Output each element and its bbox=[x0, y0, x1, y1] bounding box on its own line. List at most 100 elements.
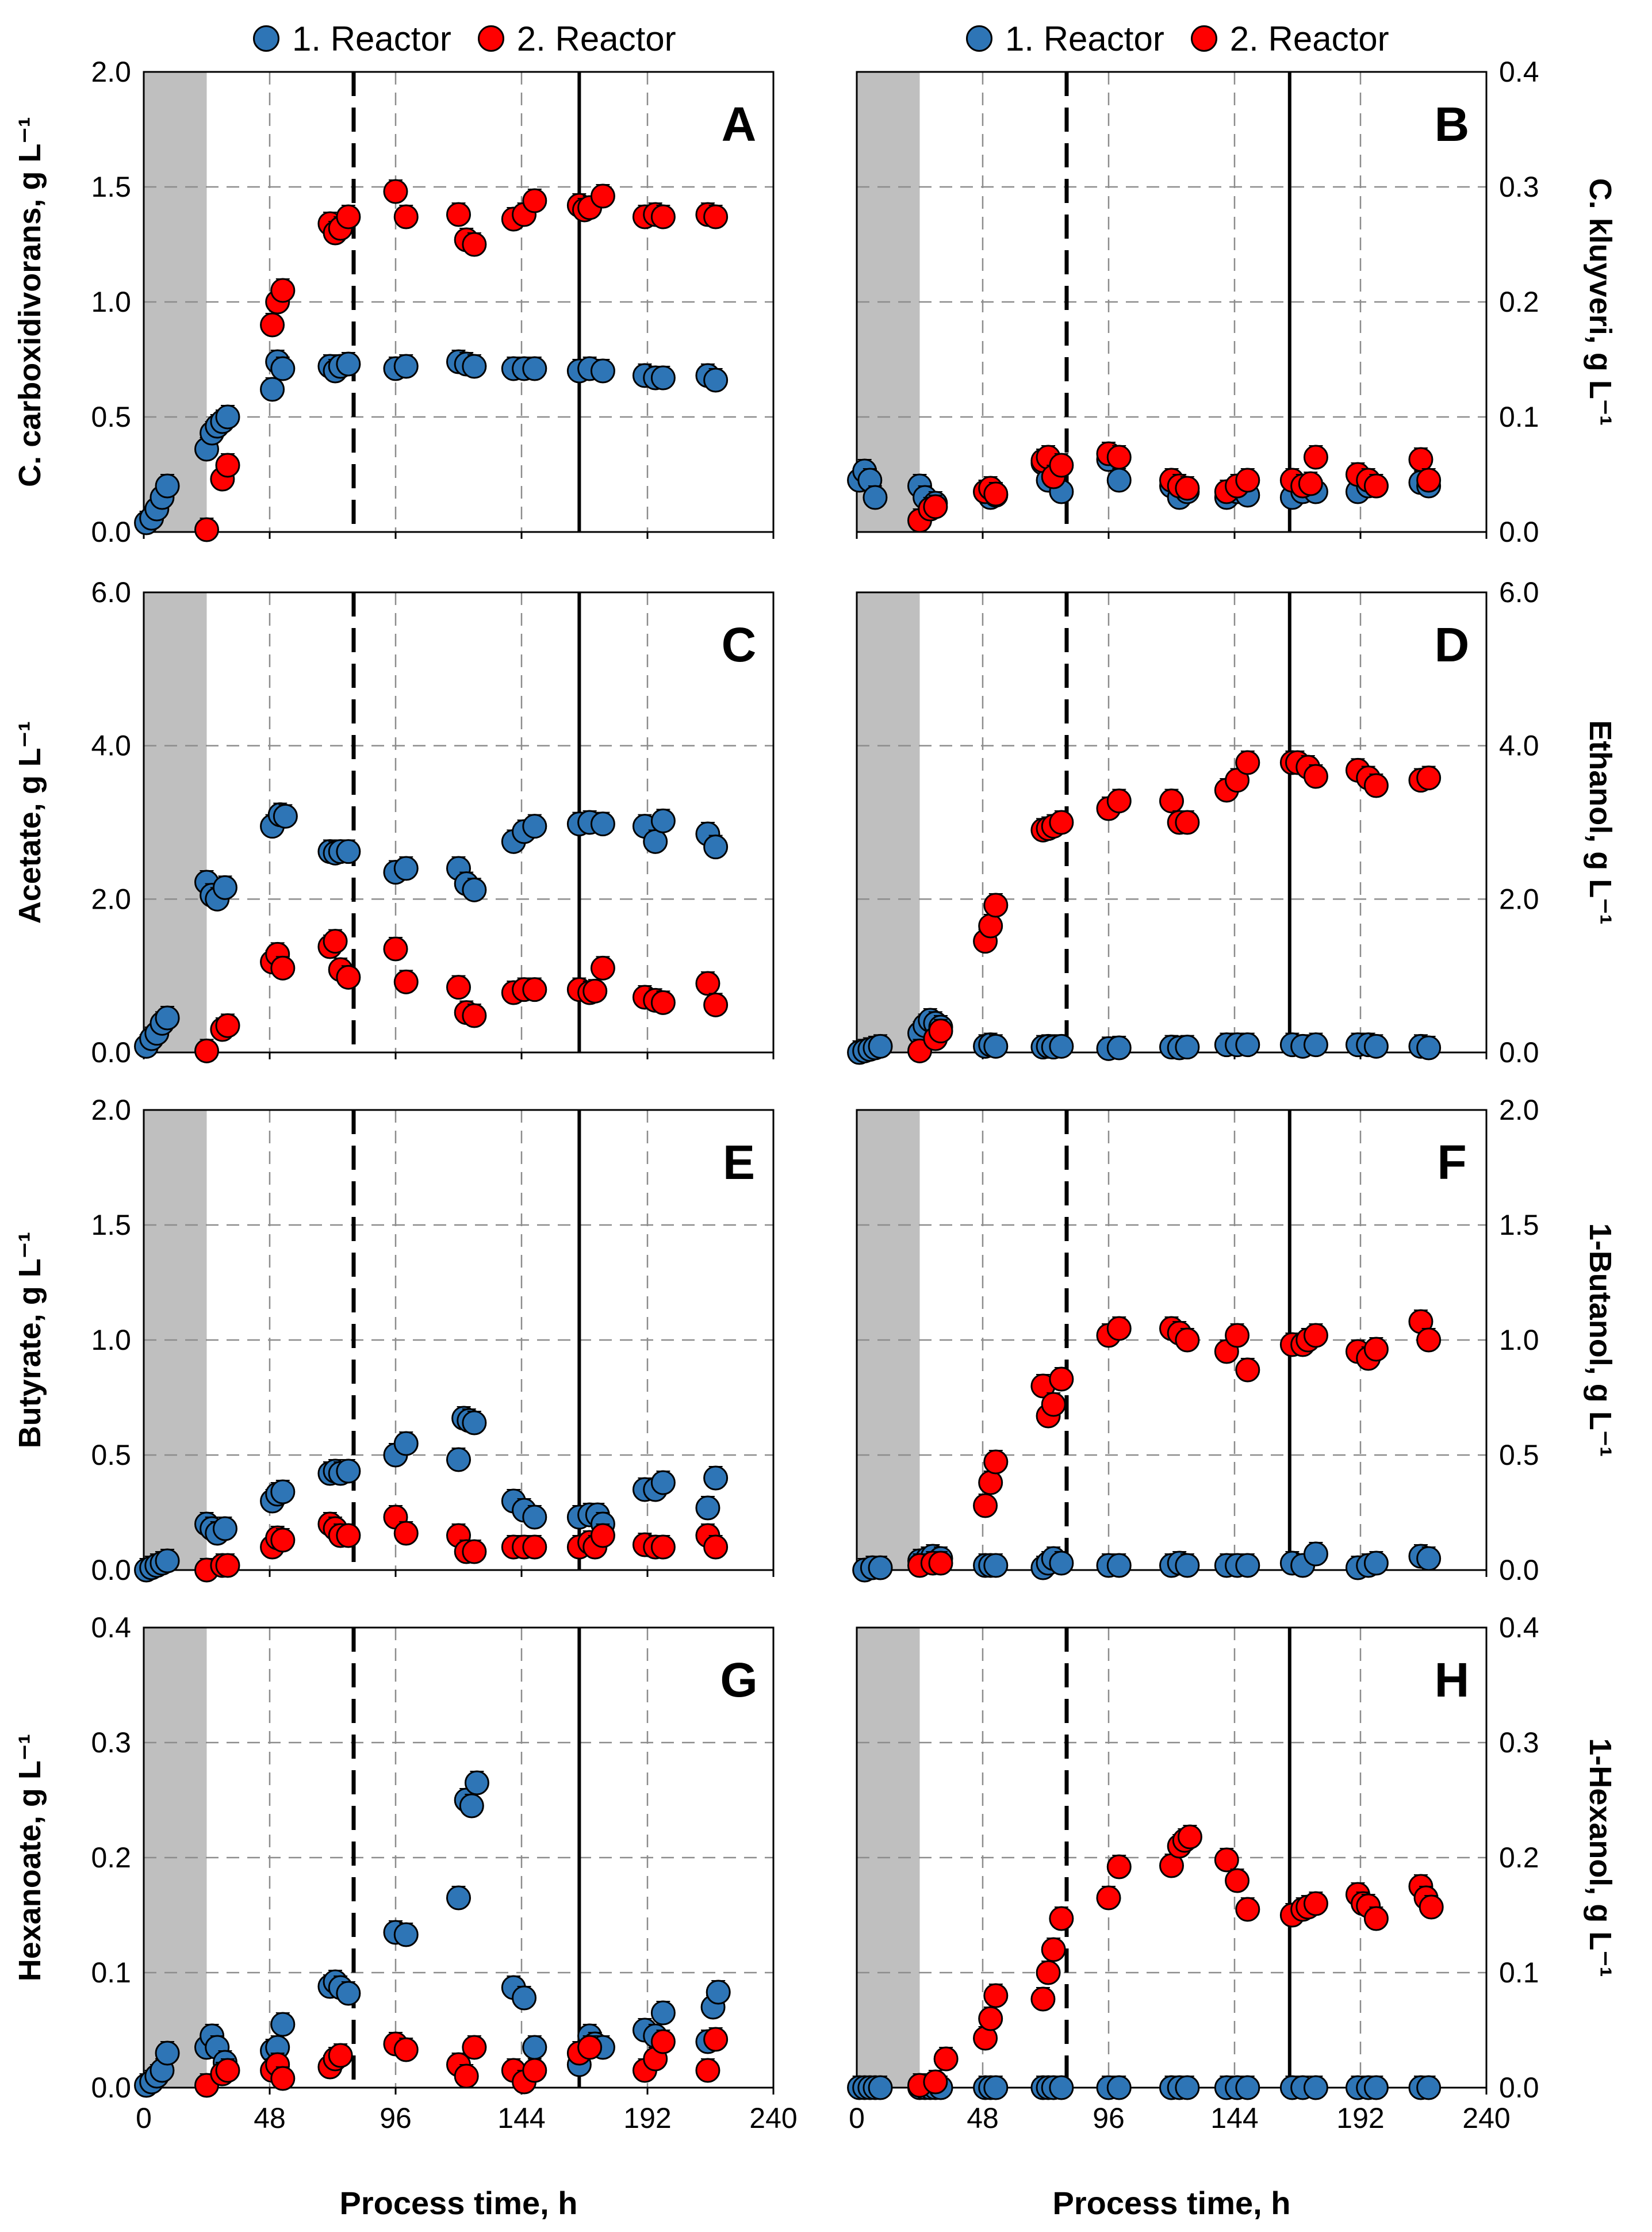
data-point-reactor-1 bbox=[393, 1922, 419, 1947]
panel-label: A bbox=[722, 97, 757, 151]
y-axis-label: 1-Hexanol, g L⁻¹ bbox=[1583, 1738, 1617, 1977]
data-point-reactor-1 bbox=[1303, 1541, 1328, 1567]
data-point-reactor-2 bbox=[1235, 1897, 1260, 1922]
plot-frame bbox=[143, 1626, 775, 2089]
data-point-reactor-1 bbox=[1235, 1032, 1260, 1058]
data-point-reactor-1 bbox=[1235, 2075, 1260, 2100]
data-point-reactor-1 bbox=[155, 473, 180, 499]
data-point-reactor-2 bbox=[1175, 810, 1200, 835]
x-tick-label: 0 bbox=[849, 2102, 865, 2134]
data-point-reactor-1 bbox=[1363, 2075, 1389, 2100]
x-tick-label: 240 bbox=[1462, 2102, 1510, 2134]
y-axis-label: Hexanoate, g L⁻¹ bbox=[13, 1734, 47, 1982]
data-point-reactor-1 bbox=[1106, 1035, 1132, 1061]
data-point-reactor-1 bbox=[703, 834, 729, 860]
data-point-reactor-2 bbox=[194, 517, 219, 542]
y-tick-label: 0.1 bbox=[1499, 401, 1539, 433]
data-point-reactor-2 bbox=[923, 2069, 948, 2095]
y-tick-label: 2.0 bbox=[1499, 883, 1539, 915]
data-point-reactor-2 bbox=[1225, 1323, 1250, 1348]
y-axis-label: Ethanol, g L⁻¹ bbox=[1583, 720, 1617, 924]
data-point-reactor-1 bbox=[695, 1495, 720, 1521]
y-axis-label: C. kluyveri, g L⁻¹ bbox=[1583, 178, 1617, 426]
legend-marker-red bbox=[1190, 25, 1217, 52]
y-tick-label: 2.0 bbox=[1499, 1094, 1539, 1126]
panel-label: H bbox=[1435, 1653, 1470, 1707]
data-point-reactor-1 bbox=[512, 1985, 537, 2011]
data-point-reactor-2 bbox=[215, 1553, 240, 1578]
shaded-region bbox=[857, 592, 920, 1052]
data-point-reactor-1 bbox=[1175, 1553, 1200, 1578]
data-point-reactor-2 bbox=[1106, 1316, 1132, 1341]
y-tick-label: 0.2 bbox=[91, 1842, 131, 1874]
data-point-reactor-1 bbox=[1363, 1033, 1389, 1059]
data-point-reactor-2 bbox=[328, 2043, 353, 2068]
data-point-reactor-1 bbox=[1049, 1550, 1074, 1576]
data-point-reactor-1 bbox=[270, 356, 296, 381]
y-tick-label: 0.3 bbox=[91, 1726, 131, 1759]
data-point-reactor-1 bbox=[459, 1793, 484, 1818]
data-point-reactor-2 bbox=[1041, 1392, 1066, 1417]
data-point-reactor-1 bbox=[446, 1885, 471, 1911]
x-tick-label: 192 bbox=[1336, 2102, 1384, 2134]
data-point-reactor-1 bbox=[650, 1470, 676, 1495]
data-point-reactor-1 bbox=[650, 808, 676, 833]
data-point-reactor-2 bbox=[1303, 445, 1328, 470]
data-point-reactor-1 bbox=[212, 1516, 237, 1541]
y-tick-label: 0.2 bbox=[1499, 286, 1539, 318]
panel-label: D bbox=[1435, 618, 1470, 672]
data-point-reactor-1 bbox=[260, 377, 285, 402]
data-point-reactor-2 bbox=[446, 975, 471, 1000]
data-point-reactor-2 bbox=[1363, 473, 1389, 499]
y-axis-label: Butyrate, g L⁻¹ bbox=[13, 1232, 47, 1449]
data-point-reactor-2 bbox=[1416, 468, 1442, 493]
data-point-reactor-2 bbox=[978, 2006, 1003, 2031]
data-point-reactor-2 bbox=[1175, 1327, 1200, 1353]
data-point-reactor-1 bbox=[1175, 1035, 1200, 1060]
data-point-reactor-1 bbox=[336, 1458, 361, 1484]
data-point-reactor-2 bbox=[1416, 1327, 1442, 1353]
data-point-reactor-1 bbox=[446, 1447, 471, 1472]
data-point-reactor-2 bbox=[1106, 788, 1132, 814]
data-point-reactor-2 bbox=[1408, 447, 1433, 472]
y-tick-label: 1.5 bbox=[91, 171, 131, 203]
data-point-reactor-2 bbox=[983, 893, 1009, 918]
data-point-reactor-2 bbox=[454, 2063, 479, 2089]
data-point-reactor-1 bbox=[270, 1479, 296, 1504]
data-point-reactor-1 bbox=[703, 1465, 729, 1491]
x-tick-label: 0 bbox=[136, 2102, 152, 2134]
panel-label: E bbox=[723, 1135, 755, 1189]
y-tick-label: 6.0 bbox=[1499, 576, 1539, 608]
y-tick-label: 0.4 bbox=[91, 1611, 131, 1644]
data-point-reactor-1 bbox=[336, 839, 361, 864]
data-point-reactor-1 bbox=[983, 1033, 1009, 1059]
data-point-reactor-1 bbox=[462, 354, 487, 379]
data-point-reactor-1 bbox=[1303, 2075, 1328, 2100]
data-point-reactor-1 bbox=[650, 2000, 676, 2026]
data-point-reactor-2 bbox=[1419, 1894, 1444, 1920]
data-point-reactor-2 bbox=[1036, 1960, 1061, 1985]
x-tick-label: 48 bbox=[967, 2102, 999, 2134]
shaded-region bbox=[144, 592, 207, 1052]
legend-label: 2. Reactor bbox=[516, 19, 676, 58]
panel-label: C bbox=[722, 618, 757, 672]
data-point-reactor-1 bbox=[522, 2035, 547, 2060]
data-point-reactor-2 bbox=[215, 1013, 240, 1038]
data-point-reactor-1 bbox=[703, 367, 729, 393]
x-tick-label: 96 bbox=[380, 2102, 412, 2134]
data-point-reactor-2 bbox=[215, 453, 240, 478]
x-tick-label: 192 bbox=[623, 2102, 671, 2134]
x-tick-label: 240 bbox=[749, 2102, 797, 2134]
data-point-reactor-2 bbox=[1298, 471, 1323, 496]
legend-label: 1. Reactor bbox=[292, 19, 451, 58]
data-point-reactor-1 bbox=[522, 1504, 547, 1530]
data-point-reactor-2 bbox=[1049, 1906, 1074, 1931]
data-point-reactor-1 bbox=[1416, 2075, 1442, 2100]
legend-item-reactor-1: 1. Reactor bbox=[253, 19, 451, 59]
data-point-reactor-1 bbox=[590, 811, 615, 837]
data-point-reactor-2 bbox=[978, 913, 1003, 939]
data-point-reactor-1 bbox=[706, 1980, 731, 2005]
legend-label: 2. Reactor bbox=[1229, 19, 1389, 58]
data-point-reactor-2 bbox=[1235, 468, 1260, 493]
